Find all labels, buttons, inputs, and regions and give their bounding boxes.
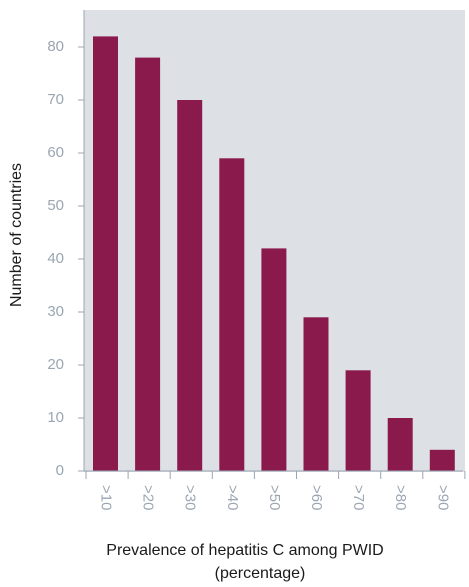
x-tick-label: >20 — [140, 485, 157, 510]
bar-2 — [135, 57, 161, 471]
bar-8 — [387, 418, 413, 471]
y-tick-label: 60 — [47, 144, 64, 161]
bar-1 — [93, 36, 118, 472]
y-tick-label: 40 — [47, 250, 64, 267]
y-tick-label: 80 — [47, 38, 64, 55]
y-tick-label: 30 — [47, 303, 64, 320]
y-tick-label: 0 — [56, 462, 64, 479]
y-axis-title: Number of countries — [8, 163, 25, 307]
x-tick-label: >40 — [224, 485, 241, 510]
y-tick-label: 70 — [47, 91, 64, 108]
y-axis: 0 10 20 30 40 50 60 70 80 — [47, 10, 85, 479]
bar-6 — [303, 317, 329, 471]
bar-5 — [261, 248, 287, 471]
bars-group — [93, 36, 455, 472]
x-tick-label: >90 — [434, 485, 451, 510]
bar-3 — [177, 100, 203, 471]
x-axis-title-line1: Prevalence of hepatitis C among PWID — [106, 542, 383, 559]
x-tick-label: >80 — [392, 485, 409, 510]
y-tick-label: 50 — [47, 197, 64, 214]
y-tick-label: 20 — [47, 356, 64, 373]
y-tick-label: 10 — [47, 409, 64, 426]
x-tick-label: >30 — [182, 485, 199, 510]
x-tick-label: >10 — [98, 485, 115, 510]
x-axis-title-line2: (percentage) — [215, 565, 306, 582]
bar-9 — [429, 449, 455, 471]
bar-7 — [345, 370, 371, 471]
x-tick-label: >60 — [308, 485, 325, 510]
bar-4 — [219, 158, 245, 472]
x-axis: >10 >20 >30 >40 >50 >60 >70 >80 >90 — [78, 470, 466, 510]
x-tick-label: >70 — [350, 485, 367, 510]
x-tick-label: >50 — [266, 485, 283, 510]
